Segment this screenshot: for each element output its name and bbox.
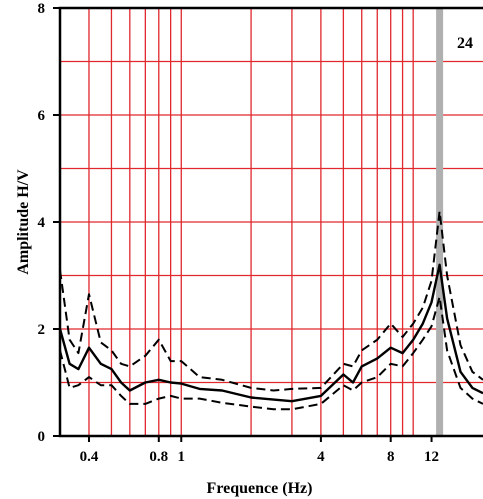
y-tick-label: 6	[38, 108, 46, 124]
x-tick-label: 0.4	[80, 449, 99, 465]
y-tick-label: 0	[38, 429, 46, 445]
std-dev-curve-1	[59, 210, 483, 392]
x-tick-label: 1	[178, 449, 186, 465]
x-axis-title: Frequence (Hz)	[207, 480, 313, 497]
peak-frequency-band	[436, 8, 444, 436]
std-dev-curve-2	[59, 295, 483, 411]
x-tick-label: 0.8	[149, 449, 168, 465]
y-axis-title: Amplitude H/V	[15, 169, 32, 275]
x-tick-label: 12	[424, 449, 439, 465]
series-lines	[58, 210, 483, 411]
corner-label: 24	[457, 35, 473, 52]
grid	[60, 8, 483, 436]
y-tick-label: 2	[38, 322, 46, 338]
axis-ticks: 0.4 0.8 1 4 8 12 0 2 4 6 8	[38, 1, 440, 465]
y-tick-label: 4	[38, 215, 46, 231]
x-tick-label: 4	[317, 449, 325, 465]
y-tick-label: 8	[38, 1, 46, 17]
x-tick-label: 8	[387, 449, 395, 465]
mean-hv-curve	[58, 263, 483, 403]
